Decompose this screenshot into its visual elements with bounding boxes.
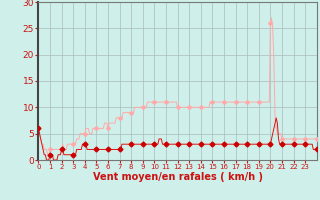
X-axis label: Vent moyen/en rafales ( km/h ): Vent moyen/en rafales ( km/h )	[92, 172, 263, 182]
